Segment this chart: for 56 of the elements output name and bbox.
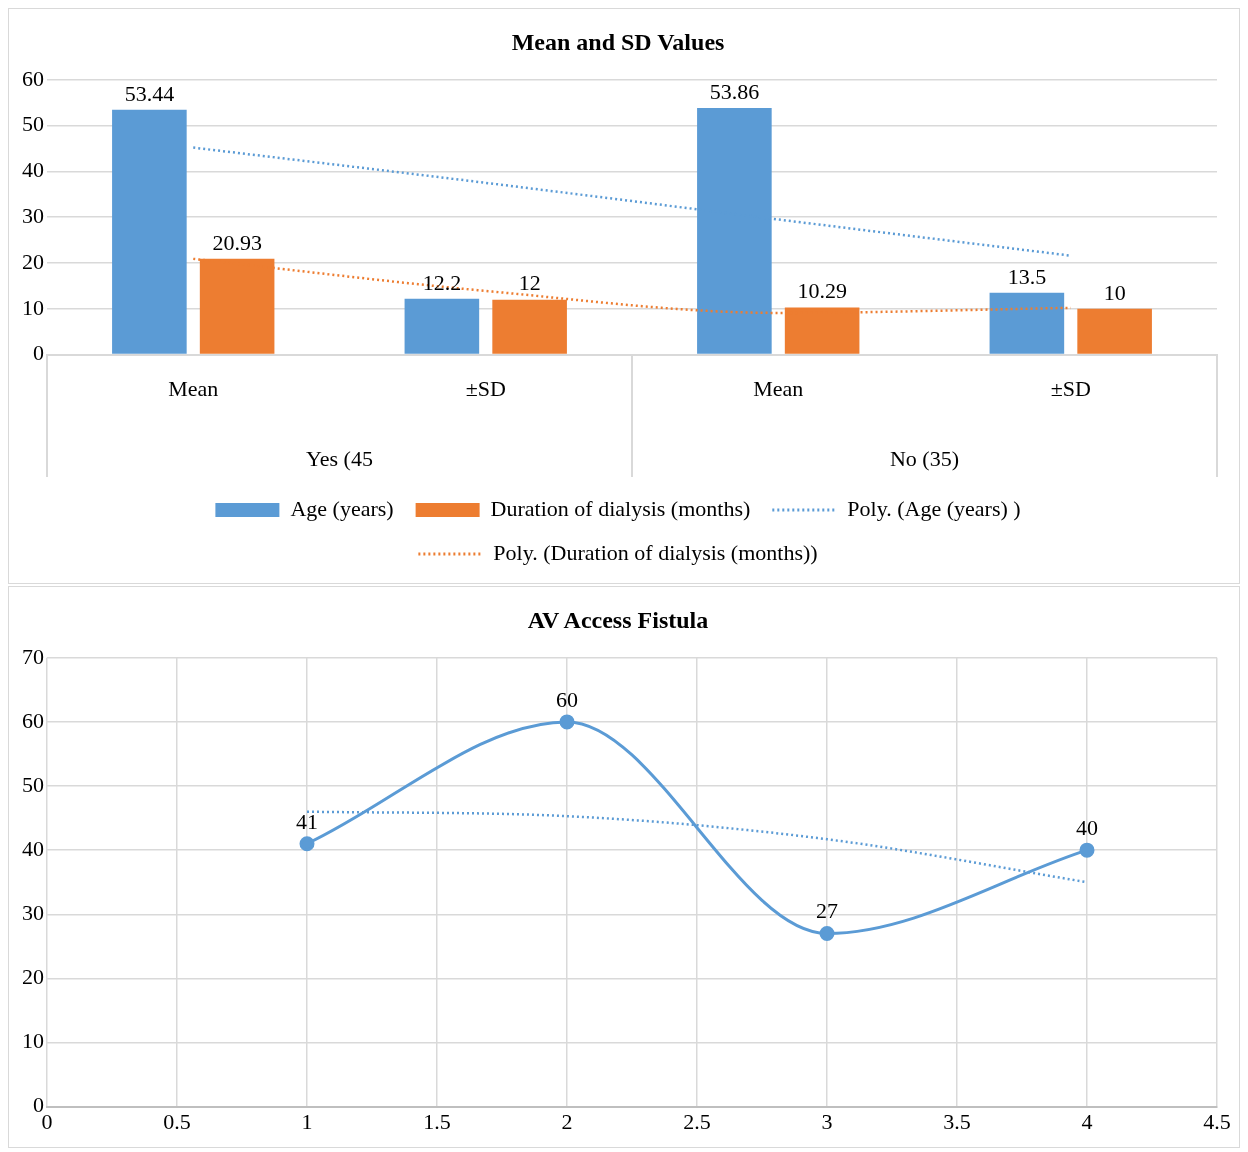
bar — [404, 298, 480, 354]
data-label: 60 — [556, 686, 578, 712]
y-tick-label: 40 — [22, 835, 44, 861]
x-tick-label: 2 — [561, 1108, 573, 1134]
legend-label: Poly. (Duration of dialysis (months)) — [493, 539, 818, 565]
y-tick-label: 40 — [22, 157, 44, 183]
point — [819, 925, 835, 941]
x-tick-label: 3 — [821, 1108, 833, 1134]
x-tick-label: 2.5 — [683, 1108, 711, 1134]
data-label: 10.29 — [797, 278, 847, 304]
data-label: 12 — [518, 270, 541, 296]
x-tick-label: Mean — [753, 375, 804, 401]
point — [559, 714, 575, 730]
x-tick-label: 1.5 — [423, 1108, 451, 1134]
bar — [1077, 308, 1152, 354]
bar — [989, 292, 1065, 354]
x-tick-label: 4 — [1081, 1108, 1093, 1134]
legend-label: Duration of dialysis (months) — [490, 495, 751, 521]
y-tick-label: 30 — [22, 900, 44, 926]
x-tick-label: Mean — [168, 375, 219, 401]
y-tick-label: 30 — [22, 202, 44, 228]
chart-title: Mean and SD Values — [511, 28, 725, 55]
y-tick-label: 60 — [22, 707, 44, 733]
x-tick-label: 4.5 — [1203, 1108, 1231, 1134]
data-label: 53.44 — [124, 80, 175, 106]
point — [1079, 842, 1095, 858]
point — [299, 836, 315, 852]
y-tick-label: 20 — [22, 248, 44, 274]
text: Yes (45 — [306, 445, 373, 471]
data-label: 12.2 — [422, 269, 462, 295]
y-tick-label: 0 — [33, 1092, 44, 1118]
data-label: 20.93 — [212, 229, 262, 255]
data-label: 13.5 — [1007, 263, 1047, 289]
chart-title: AV Access Fistula — [527, 606, 709, 633]
data-label: 10 — [1103, 279, 1126, 305]
y-tick-label: 0 — [33, 340, 44, 366]
y-tick-label: 20 — [22, 964, 44, 990]
y-tick-label: 70 — [22, 643, 44, 669]
data-label: 53.86 — [709, 78, 760, 104]
x-tick-label: ±SD — [1050, 375, 1091, 401]
x-tick-label: ±SD — [465, 375, 506, 401]
data-label: 40 — [1076, 814, 1098, 840]
data-label: 41 — [296, 808, 318, 834]
y-tick-label: 10 — [22, 294, 44, 320]
data-label: 27 — [816, 898, 838, 924]
y-tick-label: 50 — [22, 111, 44, 137]
bar — [112, 109, 187, 354]
legend-label: Poly. (Age (years) ) — [847, 495, 1021, 521]
text: No (35) — [889, 445, 960, 471]
x-tick-label: 0.5 — [163, 1108, 191, 1134]
x-tick-label: 1 — [301, 1108, 313, 1134]
legend-label: Age (years) — [290, 495, 394, 521]
y-tick-label: 60 — [22, 65, 44, 91]
y-tick-label: 50 — [22, 771, 44, 797]
x-tick-label: 3.5 — [943, 1108, 971, 1134]
y-tick-label: 10 — [22, 1028, 44, 1054]
